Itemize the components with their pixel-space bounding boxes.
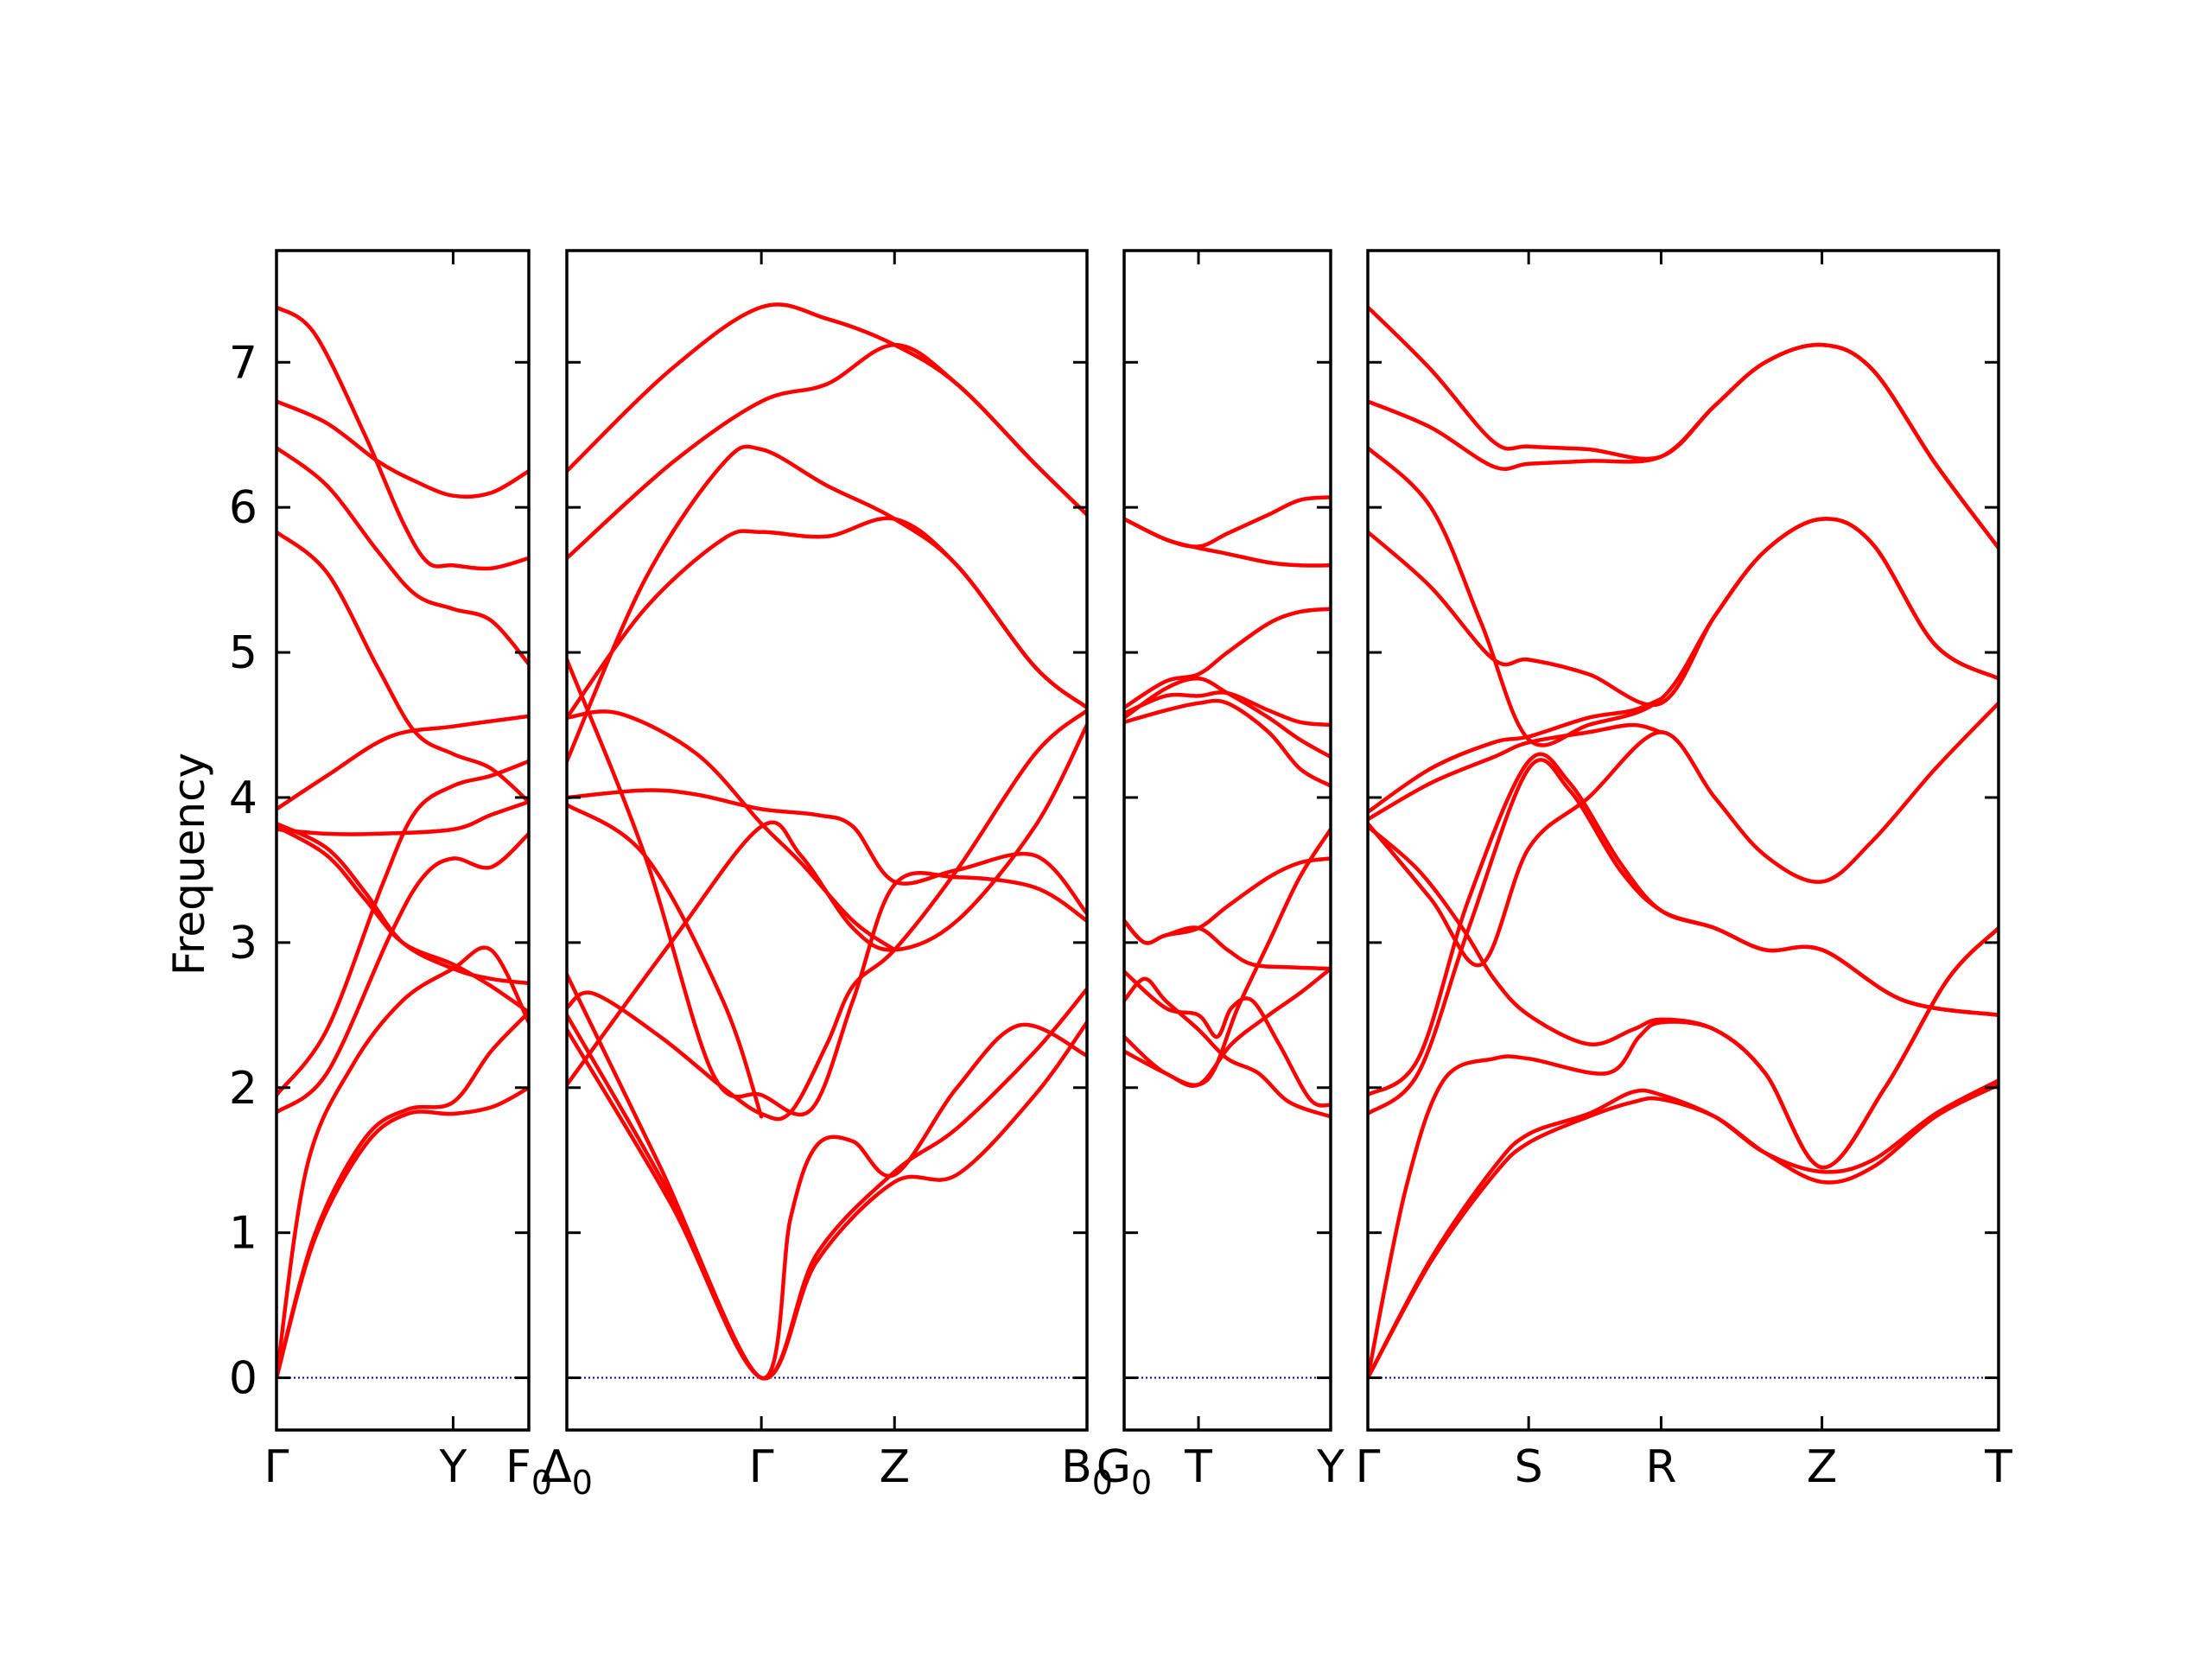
x-tick-label: G0 bbox=[1096, 1441, 1152, 1502]
x-tick-label: R bbox=[1645, 1441, 1676, 1493]
panel-2: Δ0 Γ Z B0 bbox=[541, 249, 1113, 1502]
band-line-3 bbox=[1124, 976, 1331, 1119]
band-line-4 bbox=[1368, 824, 1999, 1170]
band-line-7 bbox=[1368, 701, 1999, 968]
band-line-7 bbox=[276, 824, 529, 1014]
y-tick-label: 6 bbox=[229, 482, 257, 534]
x-tick-label: S bbox=[1515, 1441, 1543, 1493]
panel-frame bbox=[1366, 249, 2000, 1432]
band-line-4 bbox=[1124, 969, 1331, 1108]
band-line-9 bbox=[567, 803, 764, 1119]
band-line-12 bbox=[567, 342, 1087, 561]
band-line-11 bbox=[1124, 517, 1331, 568]
x-tick-label: F0 bbox=[505, 1441, 552, 1502]
band-line-6 bbox=[1368, 752, 1999, 1097]
y-tick-label: 1 bbox=[229, 1208, 257, 1260]
band-line-8 bbox=[276, 799, 529, 836]
panel-3: G0 T Y bbox=[1096, 249, 1344, 1502]
y-tick-label: 5 bbox=[229, 627, 257, 679]
x-tick-label: Y bbox=[439, 1441, 467, 1493]
band-line-12 bbox=[1124, 495, 1331, 549]
x-tick-label: Γ bbox=[1356, 1441, 1381, 1493]
band-line-8 bbox=[1368, 722, 1663, 822]
x-tick-label: Δ0 bbox=[541, 1441, 593, 1502]
band-line-2 bbox=[276, 1010, 529, 1380]
x-tick-label: Z bbox=[879, 1441, 910, 1493]
x-tick-label: Γ bbox=[749, 1441, 774, 1493]
band-line-5 bbox=[567, 722, 1087, 1087]
band-line-10 bbox=[1124, 607, 1331, 710]
y-axis-label: Frequency bbox=[164, 753, 214, 976]
y-tick-label: 3 bbox=[229, 918, 257, 969]
band-line-1 bbox=[567, 1020, 1087, 1381]
y-tick-label: 2 bbox=[229, 1063, 257, 1115]
panel-frame bbox=[565, 249, 1089, 1432]
band-line-10 bbox=[567, 444, 1087, 764]
band-group bbox=[1124, 495, 1331, 1119]
band-group bbox=[567, 302, 1087, 1381]
band-line-8 bbox=[1124, 677, 1331, 760]
panel-1: Γ Y F0 0 1 2 3 4 5 6 7 bbox=[229, 249, 552, 1502]
y-tick-label: 7 bbox=[229, 337, 257, 389]
band-line-8 bbox=[567, 709, 897, 952]
panel-frame bbox=[275, 249, 531, 1432]
band-line-12 bbox=[276, 399, 529, 499]
panel-frame bbox=[1122, 249, 1332, 1432]
band-line-11 bbox=[1368, 446, 1999, 747]
band-line-5 bbox=[1124, 918, 1331, 971]
band-line-5 bbox=[1368, 758, 1999, 1116]
band-line-2 bbox=[1124, 827, 1331, 1087]
x-tick-label: Γ bbox=[264, 1441, 289, 1493]
band-line-10 bbox=[1368, 517, 1999, 707]
band-line-13 bbox=[1368, 305, 1999, 550]
band-line-13 bbox=[567, 302, 1087, 517]
band-group bbox=[1368, 305, 1999, 1380]
x-tick-label: Y bbox=[1316, 1441, 1344, 1493]
band-line-2 bbox=[1368, 1078, 1999, 1380]
x-tick-label: T bbox=[1184, 1441, 1212, 1493]
band-line-11 bbox=[276, 446, 529, 666]
band-line-4 bbox=[567, 658, 1087, 1117]
band-line-3 bbox=[1368, 925, 1999, 1380]
band-line-7 bbox=[1124, 698, 1331, 788]
y-tick-label: 0 bbox=[229, 1353, 257, 1405]
x-tick-label: T bbox=[1984, 1441, 2012, 1493]
band-line-5 bbox=[276, 759, 529, 1097]
band-line-3 bbox=[276, 945, 529, 1380]
band-line-11 bbox=[567, 516, 1087, 720]
band-line-3 bbox=[567, 972, 1087, 1380]
band-line-6 bbox=[567, 708, 1087, 1122]
y-tick-label: 4 bbox=[229, 772, 257, 824]
band-line-13 bbox=[276, 305, 529, 571]
band-line-7 bbox=[567, 788, 1087, 916]
band-line-12 bbox=[1368, 342, 1999, 550]
band-line-4 bbox=[276, 831, 529, 1115]
band-line-9 bbox=[1368, 696, 1663, 815]
x-tick-label: Z bbox=[1807, 1441, 1838, 1493]
band-group bbox=[276, 305, 529, 1380]
band-line-9 bbox=[1124, 690, 1331, 728]
band-line-9 bbox=[276, 714, 529, 811]
band-line-10 bbox=[276, 530, 529, 804]
band-line-2 bbox=[567, 987, 1087, 1381]
band-line-6 bbox=[1124, 856, 1331, 945]
band-line-1 bbox=[1368, 1083, 1999, 1380]
